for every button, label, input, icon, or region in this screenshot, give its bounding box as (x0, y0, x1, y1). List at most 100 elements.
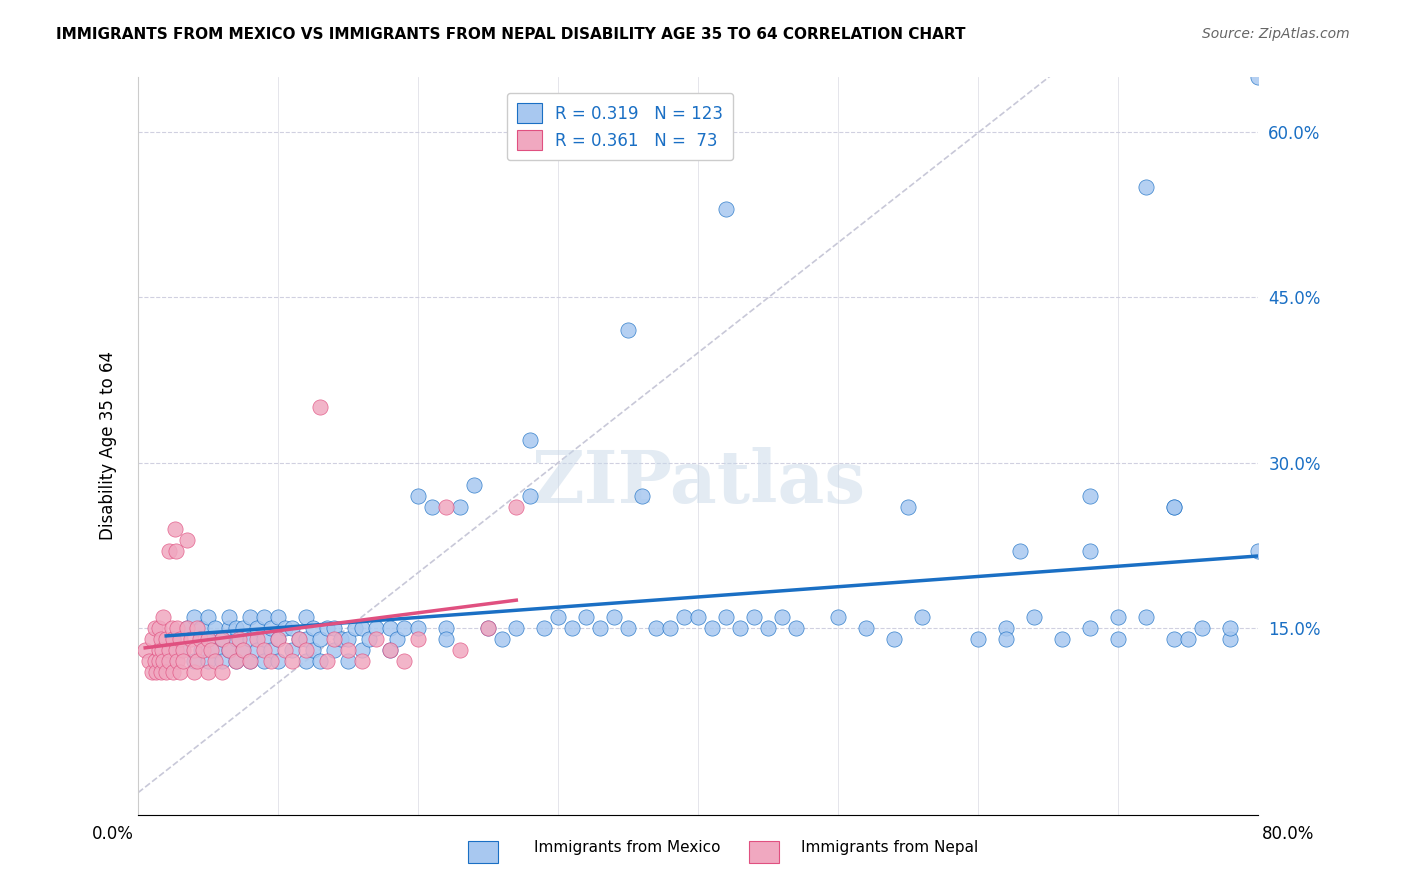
Point (1219, 621, 1241, 635)
Text: 80.0%: 80.0% (1263, 825, 1315, 843)
Text: Immigrants from Nepal: Immigrants from Nepal (801, 839, 979, 855)
Point (827, 609, 849, 624)
Point (302, 642, 325, 657)
Point (323, 632, 346, 646)
Point (141, 632, 163, 646)
Point (359, 632, 381, 646)
Point (911, 609, 934, 624)
Point (491, 632, 513, 646)
Point (166, 621, 188, 635)
Point (295, 642, 318, 657)
Point (281, 654, 304, 668)
Point (165, 543, 187, 558)
Point (1024, 609, 1046, 624)
Point (309, 654, 332, 668)
Point (274, 642, 297, 657)
Point (155, 665, 177, 679)
Point (366, 621, 388, 635)
Point (157, 543, 180, 558)
Point (162, 665, 184, 679)
Point (155, 654, 177, 668)
Point (211, 632, 233, 646)
Point (1080, 621, 1102, 635)
Point (176, 621, 198, 635)
Point (770, 609, 793, 624)
Point (172, 642, 194, 657)
Point (172, 654, 194, 668)
Point (617, 323, 640, 337)
Point (253, 632, 276, 646)
Point (449, 642, 471, 657)
Point (309, 401, 332, 415)
Point (157, 642, 180, 657)
Legend: R = 0.319   N = 123, R = 0.361   N =  73: R = 0.319 N = 123, R = 0.361 N = 73 (506, 93, 733, 161)
Point (352, 654, 374, 668)
Point (547, 609, 569, 624)
Point (1052, 632, 1074, 646)
Point (288, 632, 311, 646)
Point (232, 621, 254, 635)
Point (330, 632, 353, 646)
Point (1163, 500, 1185, 514)
Point (180, 632, 202, 646)
Point (176, 533, 198, 547)
Point (295, 654, 318, 668)
Point (160, 621, 183, 635)
Point (152, 654, 174, 668)
Point (716, 202, 738, 217)
Point (897, 500, 920, 514)
Point (1163, 632, 1185, 646)
Point (186, 621, 208, 635)
Point (169, 632, 191, 646)
Point (1107, 632, 1129, 646)
Point (211, 654, 233, 668)
Point (232, 642, 254, 657)
Point (197, 632, 219, 646)
Point (519, 489, 541, 503)
Point (152, 609, 174, 624)
Point (218, 621, 240, 635)
Point (253, 642, 276, 657)
Point (575, 609, 598, 624)
Point (477, 621, 499, 635)
Point (785, 621, 807, 635)
Point (1177, 632, 1199, 646)
Point (1388, 609, 1406, 624)
Point (211, 665, 233, 679)
Point (165, 642, 187, 657)
Point (631, 489, 654, 503)
Point (143, 621, 166, 635)
Point (477, 621, 499, 635)
Point (688, 609, 710, 624)
Point (756, 621, 779, 635)
Point (1080, 489, 1102, 503)
Point (149, 665, 172, 679)
Point (519, 434, 541, 448)
Point (239, 654, 262, 668)
Point (149, 632, 172, 646)
Point (183, 642, 205, 657)
Point (267, 632, 290, 646)
Point (186, 654, 208, 668)
Point (316, 621, 339, 635)
Point (225, 654, 247, 668)
Point (1010, 543, 1032, 558)
Point (197, 654, 219, 668)
Point (1135, 609, 1157, 624)
Point (1275, 621, 1298, 635)
Point (309, 632, 332, 646)
Y-axis label: Disability Age 35 to 64: Disability Age 35 to 64 (100, 351, 117, 541)
Point (394, 654, 416, 668)
Point (316, 654, 339, 668)
Point (267, 654, 290, 668)
Point (225, 654, 247, 668)
Point (239, 654, 262, 668)
Point (434, 632, 457, 646)
Point (191, 642, 214, 657)
Text: 0.0%: 0.0% (91, 825, 134, 843)
Point (204, 654, 226, 668)
Point (1247, 543, 1270, 558)
Point (995, 621, 1018, 635)
Point (344, 621, 367, 635)
Point (197, 632, 219, 646)
